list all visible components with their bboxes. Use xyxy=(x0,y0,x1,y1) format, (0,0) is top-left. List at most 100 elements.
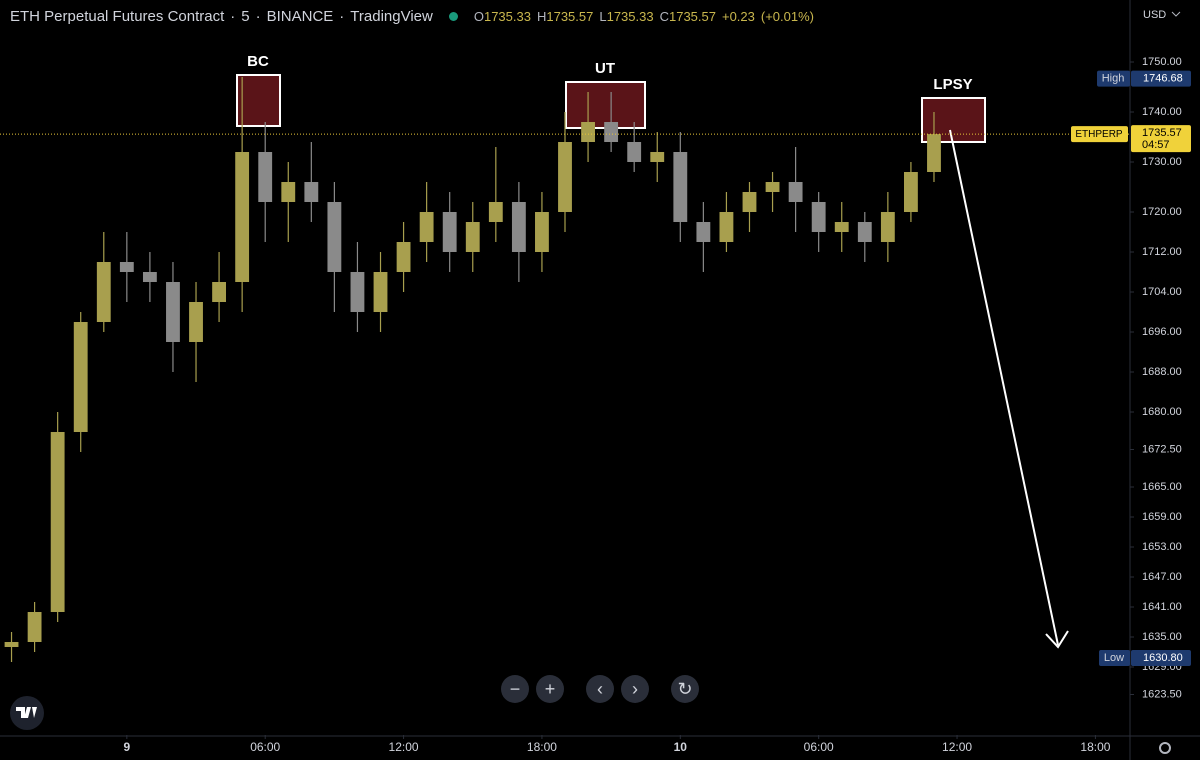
y-tick-label: 1635.00 xyxy=(1142,631,1182,643)
annotations: BC UT LPSY xyxy=(236,53,986,143)
candle-body xyxy=(350,272,365,312)
y-tick-label: 1720.00 xyxy=(1142,206,1182,218)
candle-body xyxy=(419,212,434,242)
candle-body xyxy=(811,202,826,232)
tv-logo xyxy=(10,696,44,730)
y-tick-label: 1653.00 xyxy=(1142,541,1182,553)
status-dot xyxy=(448,12,458,21)
candle-body xyxy=(650,152,665,162)
forecast-arrow xyxy=(949,129,1069,649)
zoom-out-button[interactable]: − xyxy=(501,675,529,703)
exchange: BINANCE xyxy=(266,8,334,25)
high-tag-name-bg xyxy=(1097,70,1130,87)
zoom-in-button[interactable]: + xyxy=(536,675,564,703)
ohlc-value: 1735.57 xyxy=(546,9,594,24)
candle-body xyxy=(304,182,319,202)
symbol-tag-label: ETHPERP xyxy=(1075,129,1123,140)
separator: · xyxy=(230,8,236,25)
candle-body xyxy=(742,192,757,212)
candle-body xyxy=(50,432,65,612)
header: ETH Perpetual Futures Contract · 5 · BINAN… xyxy=(10,8,814,25)
reset-button[interactable]: ↻ xyxy=(671,675,699,703)
candle-body xyxy=(511,202,526,252)
ohlc-letter: L xyxy=(599,9,607,24)
candle-body xyxy=(142,272,157,282)
y-tick-label: 1740.00 xyxy=(1142,106,1182,118)
y-tick-label: 1696.00 xyxy=(1142,326,1182,338)
last-price-tag xyxy=(1131,125,1191,153)
low-tag-price: 1630.80 xyxy=(1143,652,1183,664)
candle-body xyxy=(581,122,595,142)
countdown-label: 04:57 xyxy=(1142,139,1170,151)
y-tick-label: 1730.00 xyxy=(1142,156,1182,168)
candle-body xyxy=(442,212,457,252)
candle-body xyxy=(880,212,895,242)
ohlc-letter: C xyxy=(659,9,669,24)
x-tick-label: 06:00 xyxy=(804,740,834,754)
y-tick-label: 1665.00 xyxy=(1142,481,1182,493)
symbol-tag xyxy=(1071,126,1128,143)
ohlc-item: H1735.57 xyxy=(537,9,593,24)
settings-icon[interactable] xyxy=(1159,742,1171,754)
x-tick-label: 10 xyxy=(674,740,688,754)
symbol-title: ETH Perpetual Futures Contract xyxy=(10,8,225,25)
interval: 5 xyxy=(241,8,250,25)
y-tick-label: 1647.00 xyxy=(1142,571,1182,583)
x-tick-label: 06:00 xyxy=(250,740,280,754)
y-tick-label: 1623.50 xyxy=(1142,688,1182,700)
candle-body xyxy=(904,172,918,212)
y-tick-label: 1641.00 xyxy=(1142,601,1182,613)
ohlc-letter: H xyxy=(536,9,547,24)
candle-body xyxy=(627,142,642,162)
currency: USD xyxy=(1143,9,1166,21)
candle-body xyxy=(235,152,250,282)
ohlc-item: O1735.33 xyxy=(474,9,531,24)
low-tag-name-bg xyxy=(1099,650,1130,666)
scroll-left-button[interactable]: ‹ xyxy=(586,675,614,703)
low-tag-name: Low xyxy=(1104,652,1124,664)
ohlc-legend: O1735.33 H1735.57 L1735.33 C1735.57 +0.2… xyxy=(474,9,814,24)
change-pct: (+0.01%) xyxy=(760,9,815,24)
y-tick-label: 1688.00 xyxy=(1142,366,1182,378)
x-tick-label: 18:00 xyxy=(1080,740,1110,754)
separator: · xyxy=(339,8,345,25)
candle-body xyxy=(465,222,480,252)
y-tick-label: 1750.00 xyxy=(1142,56,1182,68)
arrow-head xyxy=(1045,630,1069,649)
logo-mark xyxy=(16,707,37,718)
gear[interactable] xyxy=(1159,742,1171,754)
x-tick-label: 18:00 xyxy=(527,740,557,754)
y-tick-label: 1680.00 xyxy=(1142,406,1182,418)
candle-body xyxy=(488,202,503,222)
ohlc-value: 1735.57 xyxy=(668,9,716,24)
annotation-label: LPSY xyxy=(933,76,972,93)
candle-body xyxy=(788,182,803,202)
high-tag-price: 1746.68 xyxy=(1143,73,1183,85)
candle-body xyxy=(189,302,203,342)
candle-body xyxy=(96,262,111,322)
scroll-right-button[interactable]: › xyxy=(621,675,649,703)
candle-body xyxy=(373,272,388,312)
candle-body xyxy=(719,212,734,242)
y-tick-label: 1704.00 xyxy=(1142,286,1182,298)
candle-body xyxy=(927,134,941,172)
annotation-label: BC xyxy=(247,53,269,70)
ohlc-letter: O xyxy=(473,9,484,24)
candle-body xyxy=(604,122,619,142)
ohlc-value: 1735.33 xyxy=(606,9,654,24)
candle-body xyxy=(673,152,688,222)
source: TradingView xyxy=(350,8,433,25)
candle-body xyxy=(765,182,780,192)
last-price-label: 1735.57 xyxy=(1142,127,1182,139)
ohlc-item: C1735.57 xyxy=(660,9,716,24)
plot xyxy=(4,77,941,662)
annotation-label: UT xyxy=(595,60,615,77)
candle-body xyxy=(696,222,711,242)
candle-body xyxy=(4,642,19,647)
candle-body xyxy=(27,612,42,642)
currency-chevron xyxy=(1171,11,1181,17)
candle-body xyxy=(258,152,273,202)
low-tag-bg xyxy=(1131,650,1191,666)
